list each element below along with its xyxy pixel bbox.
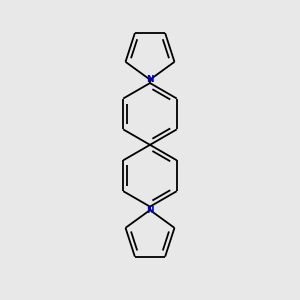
Text: N: N bbox=[146, 75, 154, 84]
Text: N: N bbox=[146, 206, 154, 214]
